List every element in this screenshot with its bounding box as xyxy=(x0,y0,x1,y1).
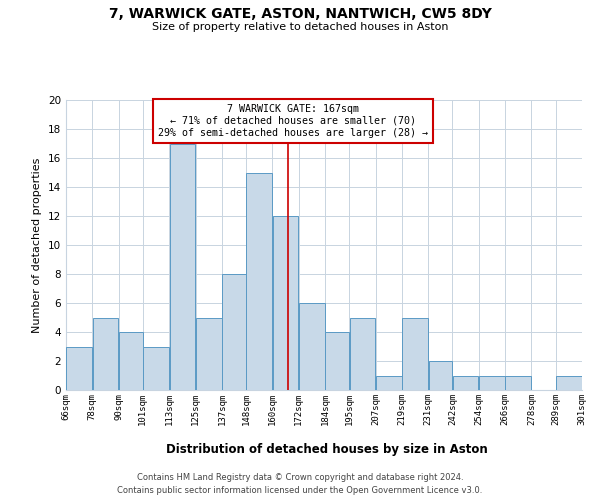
Text: Distribution of detached houses by size in Aston: Distribution of detached houses by size … xyxy=(166,442,488,456)
Bar xyxy=(376,376,401,390)
Text: 7, WARWICK GATE, ASTON, NANTWICH, CW5 8DY: 7, WARWICK GATE, ASTON, NANTWICH, CW5 8D… xyxy=(109,8,491,22)
Bar xyxy=(402,318,428,390)
Bar xyxy=(92,318,118,390)
Bar xyxy=(453,376,478,390)
Bar xyxy=(247,172,272,390)
Text: 7 WARWICK GATE: 167sqm
← 71% of detached houses are smaller (70)
29% of semi-det: 7 WARWICK GATE: 167sqm ← 71% of detached… xyxy=(158,104,428,138)
Bar xyxy=(428,361,452,390)
Bar xyxy=(222,274,246,390)
Bar xyxy=(170,144,195,390)
Bar xyxy=(505,376,531,390)
Bar xyxy=(143,346,169,390)
Bar xyxy=(67,346,92,390)
Bar xyxy=(556,376,581,390)
Bar xyxy=(196,318,221,390)
Bar xyxy=(299,303,325,390)
Bar xyxy=(273,216,298,390)
Text: Contains HM Land Registry data © Crown copyright and database right 2024.: Contains HM Land Registry data © Crown c… xyxy=(137,472,463,482)
Bar xyxy=(350,318,375,390)
Bar xyxy=(119,332,143,390)
Bar xyxy=(479,376,505,390)
Text: Size of property relative to detached houses in Aston: Size of property relative to detached ho… xyxy=(152,22,448,32)
Text: Contains public sector information licensed under the Open Government Licence v3: Contains public sector information licen… xyxy=(118,486,482,495)
Bar xyxy=(325,332,349,390)
Y-axis label: Number of detached properties: Number of detached properties xyxy=(32,158,43,332)
